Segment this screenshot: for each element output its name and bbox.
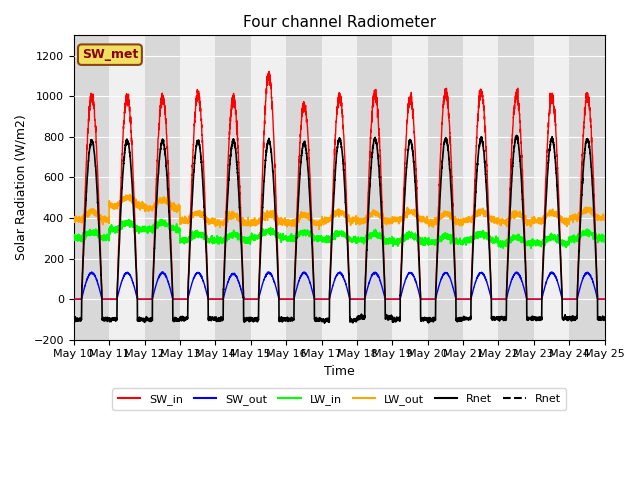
LW_in [601, 234, 609, 240]
SW_out [319, 296, 327, 302]
Rnet [513, 132, 520, 138]
LW_out [600, 217, 608, 223]
LW_in [319, 235, 327, 241]
SW_in [165, 187, 173, 192]
LW_in [488, 237, 496, 243]
SW_out [429, 296, 436, 302]
Bar [215, 36, 251, 340]
Bar [109, 36, 145, 340]
Bar [180, 36, 215, 340]
Bar [321, 36, 357, 340]
Legend: SW_in, SW_out, LW_in, LW_out, Rnet, Rnet: SW_in, SW_out, LW_in, LW_out, Rnet, Rnet [112, 388, 566, 410]
Bar [569, 36, 605, 340]
Bar [251, 36, 286, 340]
LW_out [319, 217, 327, 223]
LW_out [488, 217, 496, 223]
Rnet [488, 316, 496, 322]
Rnet [600, 314, 608, 320]
LW_in [157, 216, 165, 222]
Line: SW_in: SW_in [74, 72, 605, 299]
SW_in [600, 296, 608, 302]
Line: Rnet: Rnet [74, 135, 605, 323]
Text: SW_met: SW_met [82, 48, 138, 61]
SW_in [70, 296, 77, 302]
Rnet [70, 317, 77, 323]
LW_out [315, 227, 323, 232]
Bar [534, 36, 569, 340]
Bar [357, 36, 392, 340]
LW_in [458, 240, 466, 246]
Y-axis label: Solar Radiation (W/m2): Solar Radiation (W/m2) [15, 115, 28, 261]
LW_in [70, 235, 77, 241]
SW_in [265, 69, 273, 74]
SW_in [319, 296, 327, 302]
SW_out [488, 296, 496, 302]
LW_out [429, 221, 436, 227]
SW_out [600, 296, 608, 302]
Bar [74, 36, 109, 340]
SW_out [165, 282, 173, 288]
LW_in [429, 240, 436, 246]
Title: Four channel Radiometer: Four channel Radiometer [243, 15, 436, 30]
Rnet [319, 318, 327, 324]
SW_out [70, 296, 77, 302]
LW_out [126, 192, 134, 197]
Rnet [458, 315, 466, 321]
SW_in [488, 296, 496, 302]
SW_in [458, 296, 466, 302]
Bar [499, 36, 534, 340]
LW_in [527, 245, 534, 251]
Bar [463, 36, 499, 340]
Bar [428, 36, 463, 340]
Bar [145, 36, 180, 340]
Rnet [165, 213, 173, 219]
SW_out [458, 296, 466, 302]
SW_out [548, 269, 556, 275]
LW_out [70, 218, 77, 224]
LW_out [165, 199, 173, 205]
SW_in [429, 296, 436, 302]
LW_out [601, 216, 609, 221]
Line: LW_out: LW_out [74, 194, 605, 229]
Bar [392, 36, 428, 340]
Rnet [429, 317, 436, 323]
Bar [286, 36, 321, 340]
LW_out [458, 220, 466, 226]
Line: LW_in: LW_in [74, 219, 605, 248]
Rnet [321, 320, 328, 326]
Line: SW_out: SW_out [74, 272, 605, 299]
Rnet [601, 317, 609, 323]
SW_out [601, 296, 609, 302]
X-axis label: Time: Time [324, 365, 355, 378]
LW_in [600, 234, 608, 240]
SW_in [601, 296, 609, 302]
LW_in [165, 227, 173, 232]
